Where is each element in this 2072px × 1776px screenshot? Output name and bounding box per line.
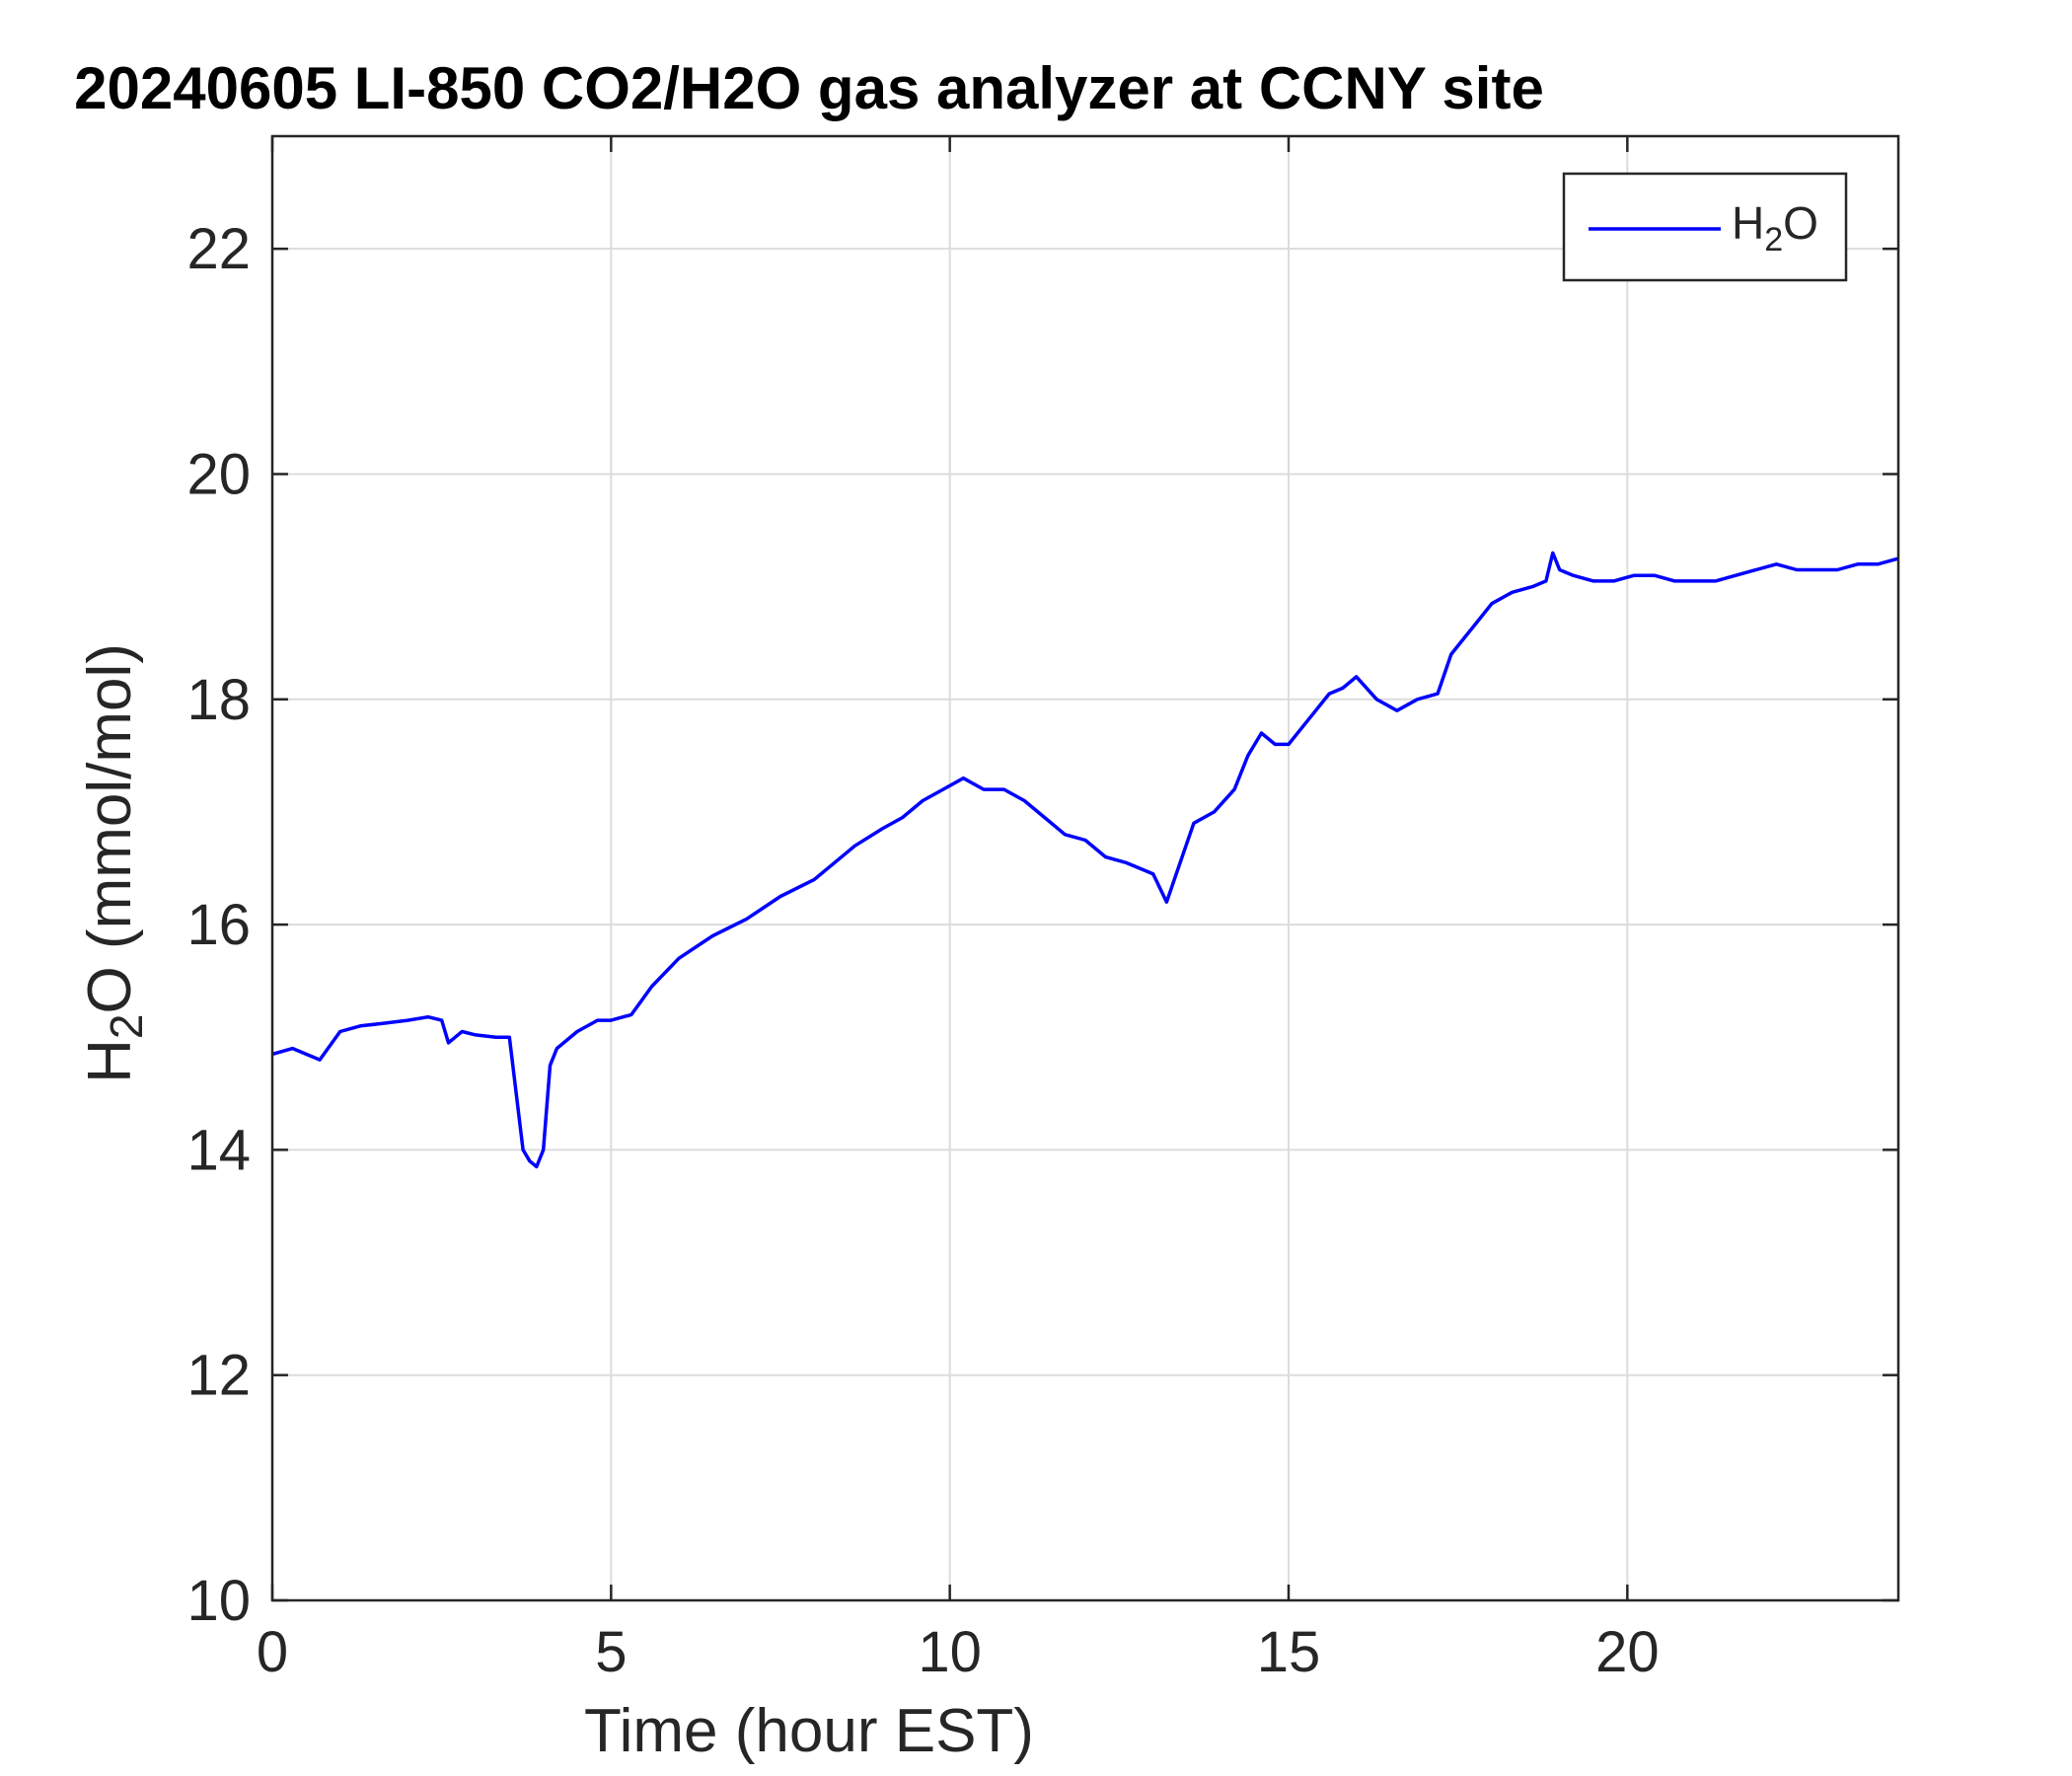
- x-tick-label: 20: [1595, 1620, 1660, 1684]
- x-tick-label: 10: [918, 1620, 982, 1684]
- legend: H2O: [1562, 172, 1848, 282]
- tick-marks: [270, 136, 1898, 1602]
- y-tick-label: 20: [186, 442, 251, 506]
- y-tick-labels: 10 12 14 16 18 20 22: [186, 217, 251, 1633]
- y-tick-label: 16: [186, 893, 251, 957]
- axes-box: [270, 134, 1900, 1602]
- axes-frame: [270, 134, 1900, 1602]
- x-axis-label: Time (hour EST): [584, 1697, 1034, 1765]
- y-tick-label: 14: [186, 1118, 251, 1182]
- plot-area: [271, 551, 1899, 1169]
- series-line-h2o: [271, 551, 1899, 1169]
- y-axis-label-rest: O (mmol/mol): [76, 643, 144, 1013]
- legend-label-rest: O: [1783, 197, 1818, 249]
- y-axis-label: H2O (mmol/mol): [76, 643, 152, 1083]
- x-tick-label: 0: [257, 1620, 288, 1684]
- chart-title: 20240605 LI-850 CO2/H2O gas analyzer at …: [74, 55, 1544, 121]
- y-axis-label-subscript: 2: [101, 1014, 152, 1040]
- legend-box: [1562, 172, 1848, 282]
- x-tick-label: 15: [1257, 1620, 1321, 1684]
- legend-label-subscript: 2: [1764, 221, 1783, 259]
- x-tick-label: 5: [595, 1620, 627, 1684]
- y-tick-label: 22: [186, 217, 251, 281]
- legend-label-base: H: [1732, 197, 1764, 249]
- y-tick-label: 18: [186, 668, 251, 732]
- legend-label: H2O: [1732, 197, 1818, 259]
- y-tick-label: 12: [186, 1344, 251, 1408]
- y-tick-label: 10: [186, 1569, 251, 1633]
- x-tick-labels: 0 5 10 15 20: [257, 1620, 1660, 1684]
- y-axis-label-base: H: [76, 1039, 144, 1083]
